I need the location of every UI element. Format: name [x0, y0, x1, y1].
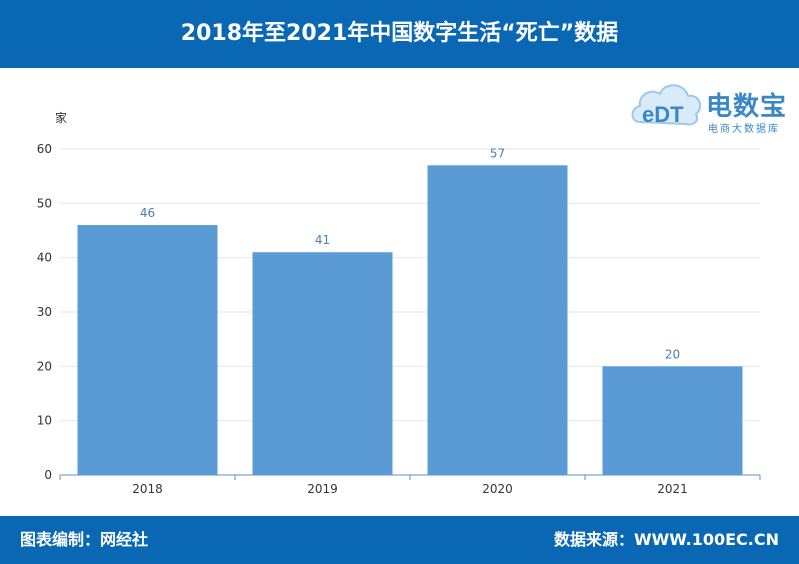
logo-brand: 电数宝 [706, 92, 788, 122]
bar [602, 366, 743, 475]
footer-bar: 图表编制：网经社 数据来源：WWW.100EC.CN [0, 516, 799, 564]
x-tick-label: 2018 [132, 482, 163, 496]
data-label: 20 [665, 347, 680, 361]
data-label: 57 [490, 146, 505, 160]
bar [77, 225, 218, 475]
y-tick-label: 20 [37, 359, 52, 373]
logo: eDT 电数宝 电商大数据库 [628, 72, 794, 136]
y-axis-unit: 家 [55, 111, 68, 125]
y-tick-label: 30 [37, 305, 52, 319]
y-tick-label: 0 [44, 468, 52, 482]
data-label: 41 [315, 233, 330, 247]
data-label: 46 [140, 206, 155, 220]
cloud-logo-icon: eDT [631, 84, 702, 127]
y-tick-label: 10 [37, 414, 52, 428]
chart-title: 2018年至2021年中国数字生活“死亡”数据 [180, 21, 619, 46]
bar [252, 252, 393, 475]
x-tick-label: 2019 [307, 482, 338, 496]
y-tick-label: 50 [37, 196, 52, 210]
y-tick-label: 60 [37, 142, 52, 156]
logo-mark: eDT [642, 102, 684, 127]
footer-source: 数据来源：WWW.100EC.CN [553, 530, 779, 549]
y-tick-label: 40 [37, 251, 52, 265]
footer-compiler: 图表编制：网经社 [20, 530, 149, 549]
header-bar: 2018年至2021年中国数字生活“死亡”数据 [0, 0, 799, 68]
logo-subtitle: 电商大数据库 [708, 124, 780, 135]
x-tick-label: 2020 [482, 482, 513, 496]
x-tick-label: 2021 [657, 482, 688, 496]
bar [427, 165, 568, 476]
